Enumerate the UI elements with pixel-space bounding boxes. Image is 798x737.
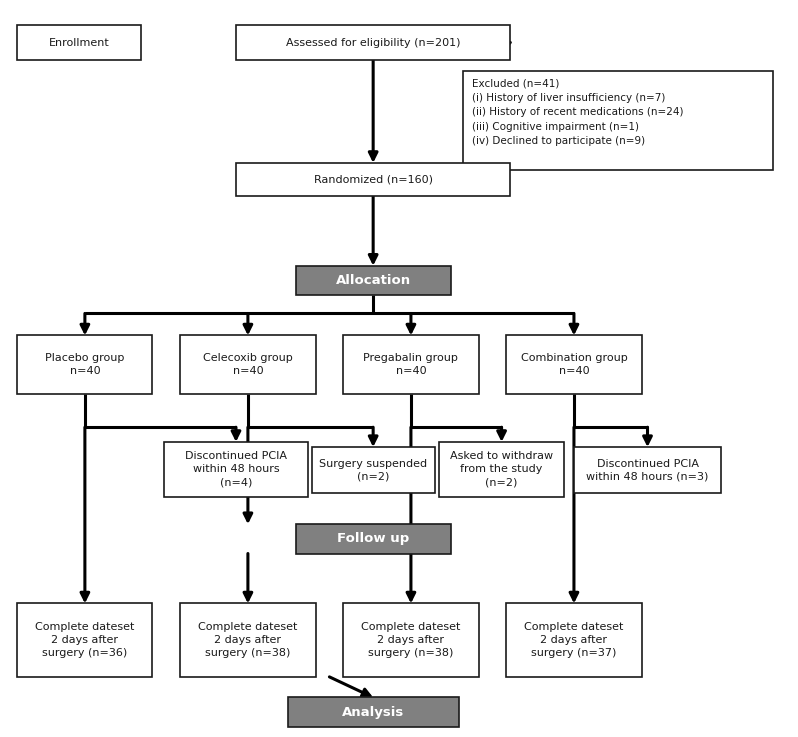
- Text: Complete dateset
2 days after
surgery (n=38): Complete dateset 2 days after surgery (n…: [198, 622, 298, 658]
- FancyBboxPatch shape: [343, 335, 479, 394]
- FancyBboxPatch shape: [295, 266, 451, 295]
- FancyBboxPatch shape: [18, 604, 152, 677]
- Text: Combination group
n=40: Combination group n=40: [520, 353, 627, 377]
- FancyBboxPatch shape: [295, 524, 451, 553]
- Text: Discontinued PCIA
within 48 hours (n=3): Discontinued PCIA within 48 hours (n=3): [587, 458, 709, 482]
- FancyBboxPatch shape: [164, 442, 307, 497]
- Text: Discontinued PCIA
within 48 hours
(n=4): Discontinued PCIA within 48 hours (n=4): [185, 451, 287, 488]
- Text: Analysis: Analysis: [342, 705, 405, 719]
- Text: Excluded (n=41)
(i) History of liver insufficiency (n=7)
(ii) History of recent : Excluded (n=41) (i) History of liver ins…: [472, 78, 684, 146]
- Text: Celecoxib group
n=40: Celecoxib group n=40: [203, 353, 293, 377]
- Text: Allocation: Allocation: [336, 274, 411, 287]
- FancyBboxPatch shape: [311, 447, 435, 493]
- Text: Randomized (n=160): Randomized (n=160): [314, 175, 433, 184]
- FancyBboxPatch shape: [463, 71, 772, 170]
- FancyBboxPatch shape: [236, 163, 511, 196]
- Text: Asked to withdraw
from the study
(n=2): Asked to withdraw from the study (n=2): [450, 451, 553, 488]
- FancyBboxPatch shape: [180, 604, 315, 677]
- FancyBboxPatch shape: [507, 604, 642, 677]
- Text: Follow up: Follow up: [337, 532, 409, 545]
- Text: Pregabalin group
n=40: Pregabalin group n=40: [364, 353, 458, 377]
- FancyBboxPatch shape: [18, 335, 152, 394]
- Text: Complete dateset
2 days after
surgery (n=37): Complete dateset 2 days after surgery (n…: [524, 622, 623, 658]
- Text: Complete dateset
2 days after
surgery (n=38): Complete dateset 2 days after surgery (n…: [361, 622, 460, 658]
- FancyBboxPatch shape: [343, 604, 479, 677]
- FancyBboxPatch shape: [507, 335, 642, 394]
- Text: Surgery suspended
(n=2): Surgery suspended (n=2): [319, 458, 427, 482]
- FancyBboxPatch shape: [180, 335, 315, 394]
- Text: Complete dateset
2 days after
surgery (n=36): Complete dateset 2 days after surgery (n…: [35, 622, 135, 658]
- FancyBboxPatch shape: [439, 442, 564, 497]
- Text: Placebo group
n=40: Placebo group n=40: [45, 353, 124, 377]
- FancyBboxPatch shape: [287, 697, 459, 727]
- Text: Assessed for eligibility (n=201): Assessed for eligibility (n=201): [286, 38, 460, 47]
- Text: Enrollment: Enrollment: [49, 38, 109, 47]
- FancyBboxPatch shape: [574, 447, 721, 493]
- FancyBboxPatch shape: [18, 25, 140, 60]
- FancyBboxPatch shape: [236, 25, 511, 60]
